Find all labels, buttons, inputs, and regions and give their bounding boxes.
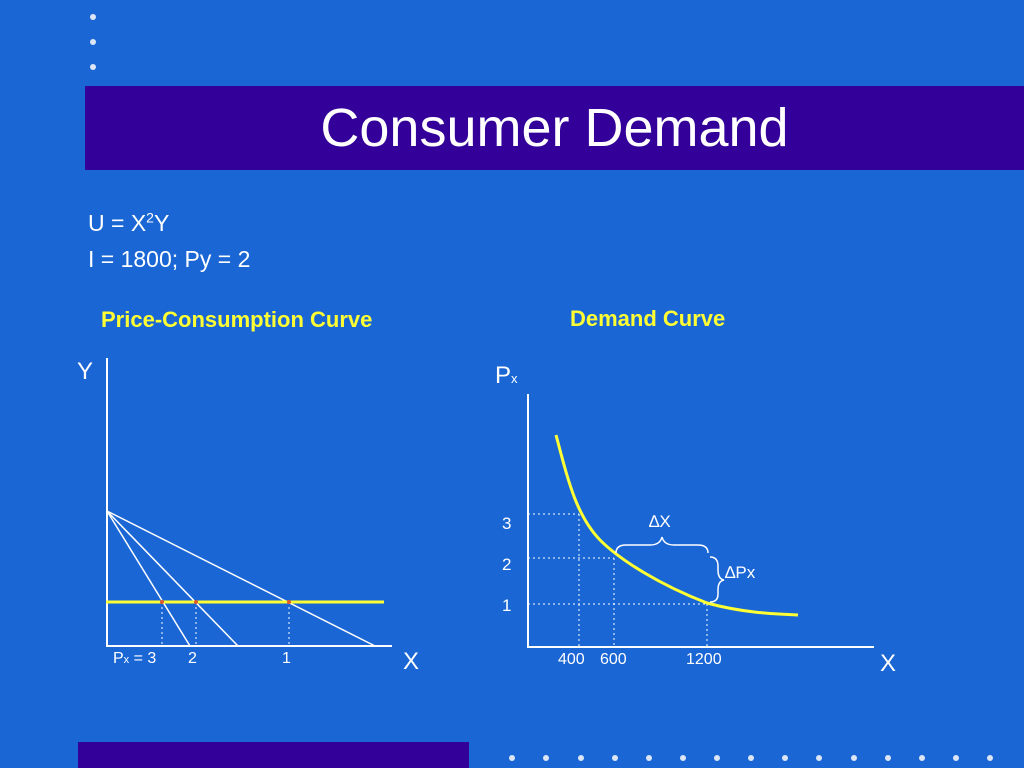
tangency-point-px1	[287, 600, 291, 604]
delta-x-brace	[615, 536, 709, 554]
price-tick-1: 1	[502, 596, 512, 615]
utility-equation: U = X2Y	[88, 209, 170, 236]
decor-dot	[782, 755, 788, 761]
decor-dot	[90, 64, 96, 70]
title-band: Consumer Demand	[85, 86, 1024, 170]
budget-line-px1	[106, 510, 376, 647]
delta-x-label: ∆X	[649, 512, 671, 531]
decor-dot	[714, 755, 720, 761]
decor-dot	[987, 755, 993, 761]
px-axis-main: P	[495, 362, 512, 389]
px-label-1: 1	[282, 650, 291, 667]
left-y-axis-label: Y	[77, 358, 94, 385]
decor-dot	[816, 755, 822, 761]
demand-curve-title: Demand Curve	[570, 306, 726, 331]
decor-dot	[953, 755, 959, 761]
px-axis-sub: x	[511, 371, 518, 386]
decor-dot	[90, 39, 96, 45]
slide-title: Consumer Demand	[320, 98, 789, 158]
tangency-point-px2	[194, 600, 198, 604]
decor-dot	[90, 14, 96, 20]
demand-curve	[554, 434, 799, 617]
budget-line-px3	[106, 510, 191, 647]
decor-dot	[885, 755, 891, 761]
decor-dot	[680, 755, 686, 761]
bottom-band	[78, 742, 469, 768]
left-axes	[106, 358, 392, 647]
price-consumption-title: Price-Consumption Curve	[101, 307, 373, 332]
decor-dot	[612, 755, 618, 761]
delta-px-brace	[709, 556, 725, 603]
decor-dot	[578, 755, 584, 761]
right-y-axis-label: Px	[495, 364, 518, 388]
qty-tick-400: 400	[558, 651, 585, 668]
budget-line-px2	[106, 510, 239, 647]
right-axes	[527, 394, 874, 648]
decor-dot	[509, 755, 515, 761]
px-subscript: x	[123, 654, 130, 666]
right-guide-lines	[528, 513, 708, 647]
left-drop-lines	[161, 602, 290, 646]
utility-exponent: 2	[146, 209, 154, 226]
utility-lhs: U = X	[88, 210, 147, 236]
decor-dot	[748, 755, 754, 761]
qty-tick-1200: 1200	[686, 651, 722, 668]
budget-lines	[106, 510, 376, 647]
price-tick-3: 3	[502, 514, 512, 533]
left-x-axis-label: X	[403, 648, 420, 675]
decor-dot	[543, 755, 549, 761]
px-first-value: = 3	[129, 650, 157, 667]
tangency-points	[160, 600, 291, 604]
right-x-axis-label: X	[880, 650, 897, 677]
utility-rhs: Y	[153, 210, 170, 236]
price-tick-2: 2	[502, 555, 512, 574]
px-label-2: 2	[188, 650, 197, 667]
constraint-equation: I = 1800; Py = 2	[88, 246, 251, 272]
qty-tick-600: 600	[600, 651, 627, 668]
decor-dot	[919, 755, 925, 761]
decor-dot	[851, 755, 857, 761]
px-label-3: Px = 3	[113, 651, 156, 667]
tangency-point-px3	[160, 600, 164, 604]
decor-dot	[646, 755, 652, 761]
delta-px-label: ∆Px	[725, 563, 756, 582]
px-prefix: P	[113, 650, 124, 667]
